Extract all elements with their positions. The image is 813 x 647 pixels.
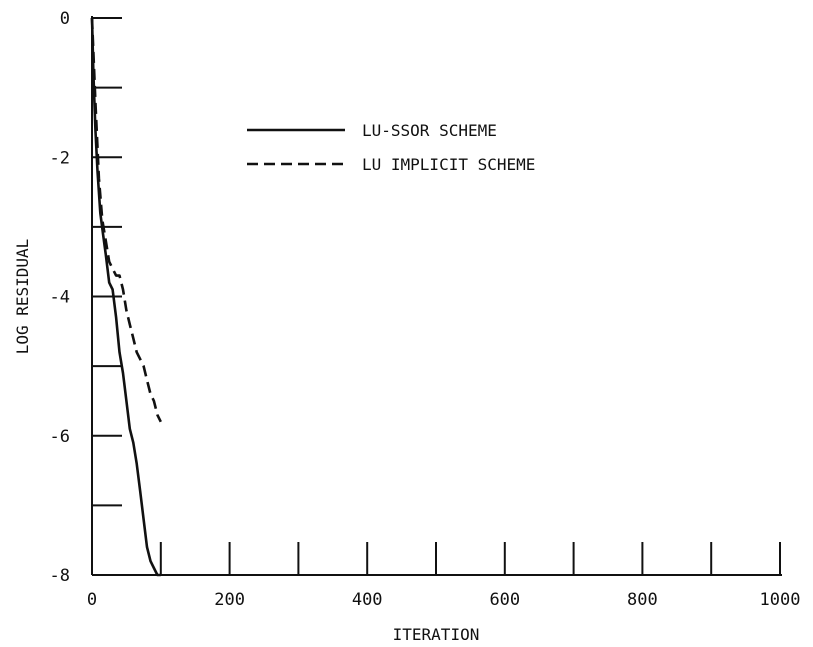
legend-label-lu-implicit: LU IMPLICIT SCHEME bbox=[362, 155, 535, 174]
y-tick-label: -4 bbox=[50, 288, 70, 308]
ticks bbox=[92, 17, 781, 576]
x-tick-label: 1000 bbox=[760, 590, 801, 610]
x-axis-title: ITERATION bbox=[393, 625, 480, 644]
tick-labels: 0 -2 -4 -6 -8 0 200 400 600 800 1000 bbox=[50, 9, 801, 610]
x-tick-label: 400 bbox=[352, 590, 383, 610]
series-line-lu-ssor bbox=[90, 17, 161, 577]
legend: LU-SSOR SCHEME LU IMPLICIT SCHEME bbox=[247, 121, 535, 174]
axes bbox=[91, 16, 782, 576]
y-axis-title: LOG RESIDUAL bbox=[13, 239, 32, 355]
x-tick-label: 200 bbox=[214, 590, 245, 610]
y-tick-label: -8 bbox=[50, 566, 70, 586]
y-tick-label: 0 bbox=[60, 9, 70, 29]
y-tick-label: -2 bbox=[50, 148, 70, 168]
series-line-lu-implicit bbox=[90, 17, 162, 423]
legend-label-lu-ssor: LU-SSOR SCHEME bbox=[362, 121, 497, 140]
x-tick-label: 800 bbox=[627, 590, 658, 610]
y-tick-label: -6 bbox=[50, 427, 70, 447]
series-group bbox=[90, 17, 162, 577]
x-tick-label: 0 bbox=[87, 590, 97, 610]
x-tick-label: 600 bbox=[489, 590, 520, 610]
